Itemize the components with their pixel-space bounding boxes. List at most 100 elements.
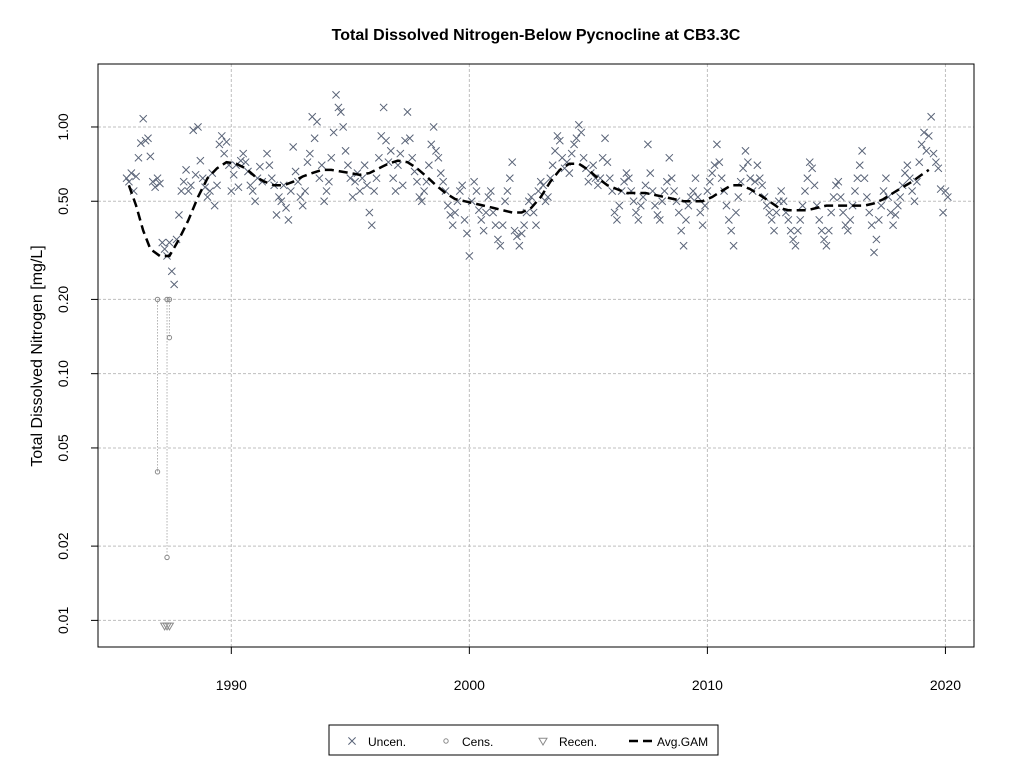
uncensored-point bbox=[898, 181, 907, 190]
recensored-point bbox=[164, 622, 175, 631]
uncensored-point bbox=[829, 193, 838, 201]
uncensored-point bbox=[398, 181, 407, 190]
uncensored-point bbox=[505, 174, 514, 183]
uncensored-point bbox=[277, 197, 286, 206]
uncensored-point bbox=[177, 187, 186, 195]
uncensored-point bbox=[667, 174, 676, 183]
uncensored-point bbox=[751, 177, 759, 186]
uncensored-point bbox=[732, 208, 740, 217]
uncensored-point bbox=[536, 177, 545, 186]
uncensored-point bbox=[139, 114, 148, 123]
uncensored-point bbox=[689, 187, 698, 195]
uncensored-point bbox=[401, 136, 410, 145]
grid-lines bbox=[98, 64, 974, 647]
uncensored-point bbox=[222, 137, 231, 146]
uncensored-point bbox=[184, 187, 193, 195]
uncensored-point bbox=[874, 215, 883, 224]
uncensored-point bbox=[360, 161, 369, 170]
uncensored-point bbox=[491, 221, 500, 230]
uncensored-point bbox=[889, 221, 898, 230]
uncensored-point bbox=[510, 226, 519, 235]
legend-label: Uncen. bbox=[368, 735, 406, 749]
uncensored-point bbox=[472, 187, 481, 195]
uncensored-point bbox=[205, 187, 214, 195]
uncensored-point bbox=[263, 149, 271, 158]
uncensored-point bbox=[777, 187, 786, 195]
uncensored-point bbox=[532, 221, 540, 230]
uncensored-point bbox=[186, 181, 195, 190]
uncensored-point bbox=[589, 161, 598, 170]
uncensored-point bbox=[905, 174, 914, 183]
uncensored-point bbox=[351, 177, 360, 186]
uncensored-point bbox=[415, 193, 424, 201]
uncensored-point bbox=[341, 146, 350, 155]
uncensored-point bbox=[127, 169, 136, 178]
uncensored-point bbox=[879, 187, 888, 195]
uncensored-point bbox=[460, 215, 469, 224]
uncensored-point bbox=[284, 215, 293, 224]
uncensored-point bbox=[155, 179, 164, 188]
uncensored-point bbox=[634, 215, 643, 224]
uncensored-point bbox=[541, 197, 550, 206]
uncensored-point bbox=[203, 193, 212, 201]
uncensored-point bbox=[417, 197, 426, 206]
uncensored-point bbox=[743, 158, 752, 167]
uncensored-point bbox=[698, 221, 707, 230]
uncensored-point bbox=[915, 158, 924, 167]
uncensored-point bbox=[389, 174, 398, 183]
uncensored-point bbox=[213, 181, 221, 190]
uncensored-point bbox=[648, 187, 657, 195]
uncensored-point bbox=[779, 197, 788, 206]
uncensored-point bbox=[301, 187, 310, 195]
uncensored-point bbox=[274, 193, 283, 201]
censored-point bbox=[166, 296, 173, 303]
uncensored-point bbox=[220, 149, 229, 158]
uncensored-point bbox=[682, 215, 690, 224]
uncensored-point bbox=[393, 161, 402, 170]
uncensored-point bbox=[615, 201, 624, 210]
uncensored-point bbox=[820, 235, 828, 244]
uncensored-point bbox=[855, 161, 864, 170]
uncensored-point bbox=[943, 193, 952, 201]
uncensored-point bbox=[753, 161, 762, 170]
uncensored-point bbox=[446, 210, 455, 219]
uncensored-point bbox=[527, 193, 536, 201]
uncensored-point bbox=[408, 153, 417, 162]
uncensored-point bbox=[405, 134, 414, 143]
uncensored-point bbox=[805, 158, 814, 167]
uncensored-point bbox=[167, 267, 176, 276]
uncensored-point bbox=[908, 187, 917, 195]
uncensored-point bbox=[160, 245, 169, 254]
uncensored-point bbox=[696, 208, 705, 217]
uncensored-point bbox=[570, 140, 579, 149]
uncensored-point bbox=[658, 197, 667, 206]
uncensored-point bbox=[255, 162, 264, 171]
y-tick-label: 0.05 bbox=[55, 434, 71, 461]
uncensored-point bbox=[455, 187, 464, 195]
uncensored-point bbox=[893, 201, 902, 210]
uncensored-point bbox=[920, 128, 928, 137]
uncensored-point bbox=[144, 134, 152, 143]
uncensored-point bbox=[515, 241, 524, 250]
legend-marker-recensored bbox=[538, 737, 548, 746]
uncensored-point bbox=[684, 201, 693, 210]
uncensored-point bbox=[379, 103, 388, 112]
y-tick-label: 0.02 bbox=[55, 532, 71, 559]
y-tick-label: 0.50 bbox=[55, 187, 71, 214]
uncensored-point bbox=[298, 201, 307, 210]
uncensored-point bbox=[691, 174, 700, 183]
axes: 1990 2000 2010 2020 0.01 0.02 0.05 0.10 0.20 0.50… bbox=[55, 113, 961, 693]
uncensored-point bbox=[867, 221, 876, 230]
uncensored-point bbox=[762, 201, 771, 210]
uncensored-point bbox=[343, 161, 352, 170]
uncensored-point bbox=[339, 123, 348, 131]
uncensored-point bbox=[717, 174, 726, 183]
uncensored-point bbox=[239, 149, 248, 158]
uncensored-point bbox=[248, 187, 257, 195]
uncensored-point bbox=[624, 174, 633, 183]
uncensored-point bbox=[593, 181, 602, 190]
uncensored-point bbox=[441, 187, 450, 195]
uncensored-point bbox=[363, 181, 371, 190]
uncensored-point bbox=[194, 123, 202, 131]
